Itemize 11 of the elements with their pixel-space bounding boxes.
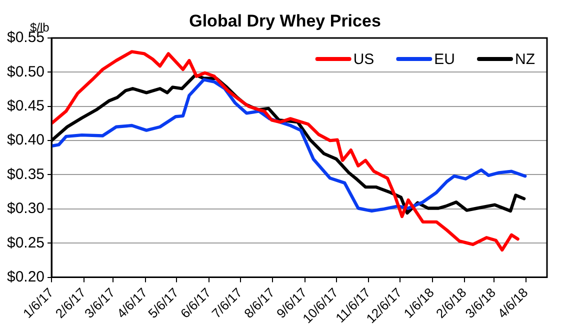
y-tick-label: $0.25 <box>6 234 45 252</box>
y-tick-label: $0.40 <box>6 132 45 149</box>
y-tick-label: $0.20 <box>6 268 45 286</box>
y-tick-label: $0.45 <box>6 98 45 115</box>
legend-label: NZ <box>515 51 536 68</box>
chart-title: Global Dry Whey Prices <box>189 12 381 31</box>
legend-label: US <box>353 51 374 68</box>
legend-label: EU <box>434 51 456 68</box>
y-tick-label: $0.50 <box>6 63 45 80</box>
y-tick-label: $0.35 <box>6 166 45 183</box>
y-tick-label: $0.30 <box>6 200 45 218</box>
